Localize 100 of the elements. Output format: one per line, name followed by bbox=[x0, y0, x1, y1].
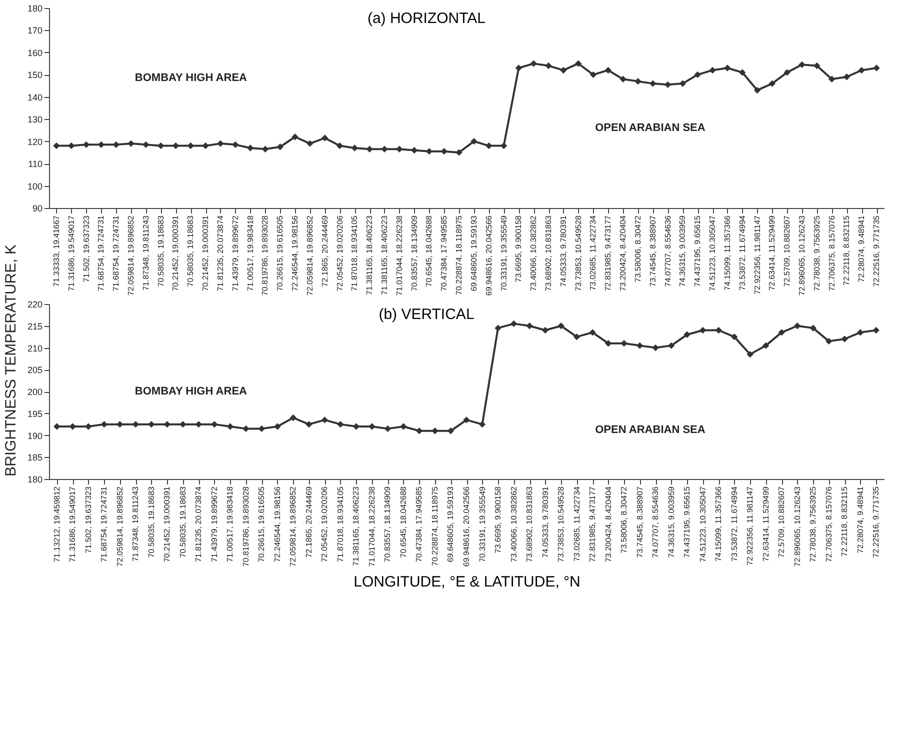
x-tick-label: 70.83557, 18.134909 bbox=[410, 214, 419, 292]
x-tick-label: 70.58035, 19.18683 bbox=[186, 214, 196, 287]
x-tick-label: 72.5709, 10.882607 bbox=[782, 214, 792, 287]
chart-title: (a) HORIZONTAL bbox=[367, 10, 486, 27]
point bbox=[53, 142, 60, 150]
point bbox=[604, 340, 612, 347]
x-tick-label: 69.648605, 19.59193 bbox=[469, 214, 478, 292]
point bbox=[873, 64, 880, 72]
x-tick-label: 71.017044, 18.226238 bbox=[394, 214, 404, 296]
x-tick-label: 72.5709, 10.882607 bbox=[777, 486, 786, 558]
point bbox=[684, 331, 690, 338]
x-tick-label: 73.68902, 10.831863 bbox=[544, 214, 554, 292]
y-tick-label: 170 bbox=[27, 26, 42, 36]
point bbox=[447, 428, 454, 434]
x-tick-label: 72.63414, 11.529499 bbox=[761, 486, 770, 562]
point bbox=[826, 338, 832, 345]
point bbox=[366, 146, 373, 152]
x-tick-label: 71.31686, 19.549017 bbox=[68, 486, 78, 562]
point bbox=[724, 64, 731, 72]
point bbox=[321, 416, 328, 424]
x-tick-label: 74.36315, 9.003959 bbox=[678, 214, 688, 287]
point bbox=[664, 81, 672, 88]
point bbox=[258, 425, 266, 432]
point bbox=[798, 61, 806, 68]
point bbox=[590, 71, 597, 78]
x-tick-label: 72.706375, 8.157076 bbox=[827, 214, 836, 292]
point bbox=[545, 62, 552, 70]
x-tick-label: 73.6695, 9.900158 bbox=[514, 214, 524, 282]
x-tick-label: 71.00517, 19.983418 bbox=[226, 486, 235, 562]
point bbox=[810, 324, 816, 332]
x-tick-label: 71.381165, 18.406223 bbox=[352, 486, 361, 566]
point bbox=[306, 140, 314, 147]
x-tick-label: 73.58006, 8.30472 bbox=[620, 486, 629, 554]
y-axis-title: BRIGHTNESS TEMPERATURE, K bbox=[2, 244, 20, 476]
x-tick-label: 70.21452, 19.000391 bbox=[162, 486, 172, 562]
x-tick-label: 70.58035, 19.18683 bbox=[178, 486, 188, 558]
point bbox=[604, 66, 612, 74]
x-tick-label: 72.63414, 11.529499 bbox=[768, 214, 777, 291]
point bbox=[100, 420, 108, 428]
point bbox=[456, 149, 462, 156]
x-tick-label: 71.81235, 20.073874 bbox=[194, 486, 204, 562]
point bbox=[351, 144, 358, 152]
point bbox=[768, 80, 776, 87]
x-tick-label: 70.21452, 19.000391 bbox=[171, 214, 180, 292]
x-tick-label: 73.200424, 8.420404 bbox=[604, 486, 613, 562]
point bbox=[573, 333, 580, 340]
x-tick-label: 70.6545, 18.042688 bbox=[398, 486, 408, 558]
x-tick-label: 74.36315, 9.003959 bbox=[666, 486, 676, 558]
x-tick-label: 71.87348, 19.811243 bbox=[131, 486, 140, 562]
y-tick-label: 180 bbox=[27, 474, 42, 484]
point bbox=[195, 420, 202, 428]
point bbox=[164, 420, 171, 428]
point bbox=[486, 142, 492, 150]
x-tick-label: 72.831985, 9.473177 bbox=[588, 486, 598, 562]
x-tick-label: 69.648605, 19.59193 bbox=[446, 486, 456, 562]
point bbox=[558, 322, 564, 330]
point bbox=[292, 134, 298, 140]
point bbox=[187, 142, 194, 150]
point bbox=[157, 142, 164, 150]
point bbox=[542, 326, 549, 334]
x-tick-label: 71.68754, 19.724731 bbox=[96, 214, 106, 292]
x-tick-label: 71.43979, 19.899672 bbox=[210, 486, 219, 562]
point bbox=[321, 134, 328, 142]
point bbox=[306, 420, 312, 428]
x-tick-label: 71.81235, 20.073874 bbox=[216, 214, 225, 292]
point bbox=[652, 344, 659, 352]
x-tick-label: 73.40066, 10.382862 bbox=[529, 214, 538, 292]
point bbox=[180, 420, 186, 428]
x-tick-label: 72.22516, 9.771735 bbox=[872, 486, 881, 558]
x-tick-label: 74.07707, 8.554636 bbox=[651, 486, 660, 558]
y-tick-label: 180 bbox=[27, 4, 42, 14]
x-tick-label: 72.059814, 19.896852 bbox=[126, 214, 136, 296]
point bbox=[699, 326, 706, 334]
point bbox=[69, 423, 76, 430]
x-tick-label: 73.73853, 10.549528 bbox=[556, 486, 566, 562]
x-tick-label: 73.58006, 8.30472 bbox=[633, 214, 642, 282]
point bbox=[440, 148, 448, 155]
y-tick-label: 130 bbox=[27, 114, 42, 125]
x-tick-label: 72.28074, 9.48941 bbox=[856, 486, 865, 554]
x-tick-label: 72.059814, 19.896852 bbox=[288, 486, 298, 567]
x-tick-label: 71.68754, 19.724731 bbox=[100, 486, 109, 562]
point bbox=[694, 71, 701, 78]
point bbox=[650, 80, 656, 87]
x-tick-label: 74.51223, 10.305047 bbox=[698, 486, 708, 562]
x-tick-label: 70.26615, 19.616505 bbox=[276, 214, 285, 292]
x-tick-label: 72.22118, 8.832115 bbox=[842, 214, 852, 286]
x-tick-label: 69.948616, 20.042566 bbox=[484, 214, 494, 296]
annotation: BOMBAY HIGH AREA bbox=[134, 386, 248, 398]
point bbox=[368, 423, 376, 430]
x-tick-label: 72.05452, 19.020206 bbox=[335, 214, 344, 292]
x-tick-label: 74.437195, 9.65615 bbox=[693, 214, 702, 287]
point bbox=[828, 76, 836, 82]
point bbox=[814, 62, 820, 70]
x-tick-label: 72.22516, 9.771735 bbox=[872, 214, 882, 287]
x-tick-label: 71.31686, 19.549017 bbox=[66, 214, 76, 292]
point bbox=[400, 423, 407, 430]
x-tick-label: 73.53872, 11.674994 bbox=[738, 214, 747, 291]
x-tick-label: 71.502, 19.637323 bbox=[82, 214, 91, 282]
point bbox=[142, 141, 150, 148]
point bbox=[226, 423, 234, 430]
